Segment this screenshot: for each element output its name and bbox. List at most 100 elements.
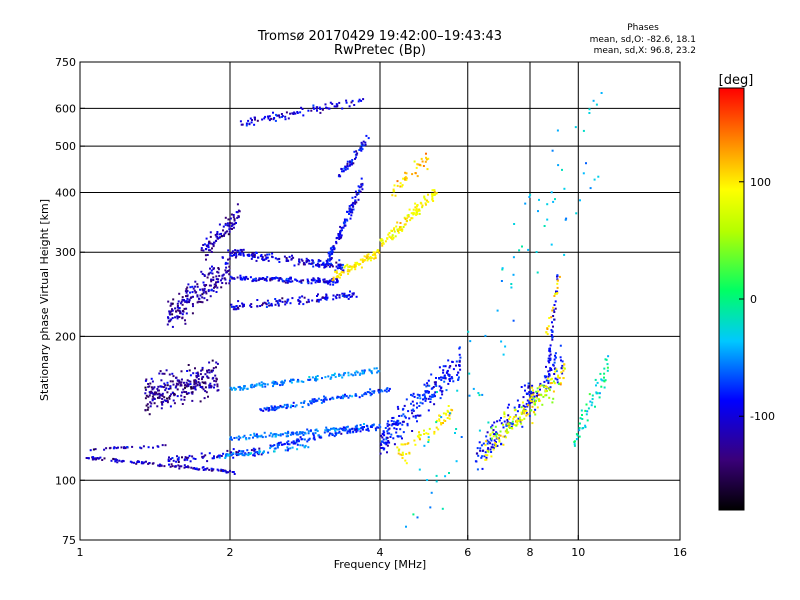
echo-point: [313, 279, 316, 282]
echo-point: [317, 260, 320, 263]
echo-point: [291, 112, 294, 115]
echo-point: [319, 108, 322, 110]
echo-point: [438, 418, 441, 421]
echo-point: [398, 415, 401, 417]
echo-point: [266, 299, 269, 302]
echo-point: [295, 441, 298, 444]
echo-point: [547, 325, 550, 328]
echo-point: [528, 398, 531, 401]
echo-point: [189, 380, 192, 383]
echo-point: [606, 363, 609, 366]
echo-point: [315, 399, 318, 402]
echo-point: [200, 452, 203, 455]
echo-point: [336, 267, 339, 270]
echo-point: [233, 218, 236, 221]
echo-point: [396, 419, 399, 422]
echo-point: [315, 279, 318, 282]
echo-point: [446, 417, 449, 419]
echo-point: [441, 376, 443, 379]
echo-point: [556, 381, 559, 384]
echo-point: [341, 263, 344, 266]
echo-point: [393, 227, 396, 230]
echo-point: [457, 371, 460, 374]
echo-point: [433, 190, 436, 193]
echo-point: [229, 217, 232, 220]
echo-point: [284, 281, 287, 284]
echo-point: [188, 454, 191, 457]
echo-point: [229, 252, 232, 255]
echo-point: [552, 325, 554, 328]
echo-point: [206, 467, 209, 470]
echo-point: [413, 160, 416, 163]
echo-point: [292, 405, 294, 407]
echo-point: [417, 436, 420, 439]
echo-point: [301, 108, 304, 110]
echo-point: [358, 98, 361, 101]
echo-point: [270, 405, 273, 408]
echo-point: [433, 393, 436, 396]
echo-point: [422, 165, 425, 167]
echo-point: [338, 373, 341, 376]
echo-point: [240, 450, 243, 453]
echo-point: [148, 413, 151, 416]
echo-point: [161, 392, 164, 395]
echo-point: [401, 443, 404, 446]
echo-point: [538, 393, 541, 396]
echo-point: [346, 219, 349, 222]
echo-point: [158, 389, 160, 392]
echo-point: [545, 375, 547, 378]
echo-point: [167, 387, 170, 390]
echo-point: [291, 446, 294, 449]
echo-point: [181, 313, 184, 316]
echo-point: [272, 118, 275, 121]
chart-title: Tromsø 20170429 19:42:00–19:43:43: [257, 29, 502, 44]
echo-point: [272, 433, 275, 436]
echo-point: [174, 316, 177, 319]
echo-point: [513, 423, 516, 426]
echo-point: [334, 270, 337, 273]
echo-point: [297, 440, 300, 443]
echo-point: [357, 198, 360, 201]
echo-point: [265, 278, 268, 280]
echo-point: [525, 412, 528, 415]
echo-point: [139, 446, 142, 449]
echo-point: [357, 262, 360, 265]
echo-point: [148, 394, 151, 397]
echo-point: [439, 415, 441, 417]
echo-point: [231, 228, 233, 230]
echo-point: [271, 444, 274, 447]
echo-point: [579, 199, 581, 202]
echo-point: [546, 218, 549, 221]
echo-point: [500, 443, 503, 446]
echo-point: [527, 382, 530, 385]
echo-point: [259, 384, 262, 387]
echo-point: [263, 407, 266, 410]
echo-point: [507, 431, 510, 434]
echo-point: [281, 300, 284, 303]
echo-point: [489, 448, 492, 451]
echo-point: [548, 349, 551, 352]
echo-point: [354, 202, 357, 205]
colorbar-unit-label: [deg]: [719, 73, 754, 88]
echo-point: [205, 391, 208, 394]
echo-point: [530, 396, 533, 399]
echo-point: [432, 192, 435, 195]
echo-point: [115, 459, 118, 461]
echo-point: [427, 409, 430, 412]
echo-point: [370, 393, 373, 396]
echo-point: [317, 300, 320, 303]
echo-point: [550, 316, 553, 319]
echo-point: [552, 397, 555, 400]
echo-point: [250, 253, 253, 256]
echo-point: [189, 291, 191, 294]
echo-point: [228, 230, 231, 233]
echo-point: [242, 253, 245, 256]
echo-point: [216, 286, 219, 289]
echo-point: [231, 438, 233, 441]
echo-point: [199, 373, 202, 376]
echo-point: [411, 400, 414, 403]
echo-point: [172, 375, 175, 378]
echo-point: [512, 256, 515, 259]
grid-lines: [80, 62, 680, 540]
echo-point: [545, 379, 548, 382]
